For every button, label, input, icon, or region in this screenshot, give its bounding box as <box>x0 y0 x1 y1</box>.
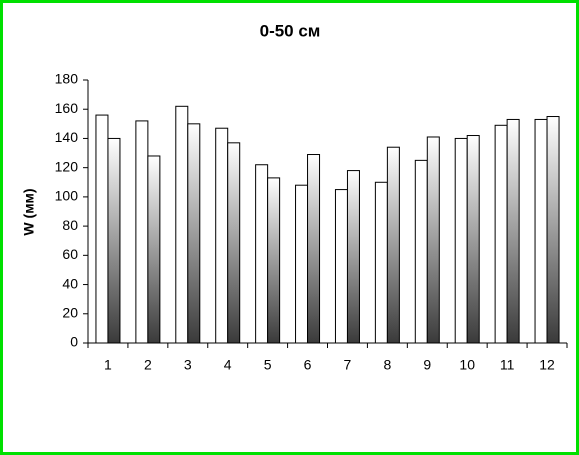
y-tick-label: 140 <box>55 129 79 145</box>
bar <box>346 170 360 344</box>
bar <box>374 181 388 344</box>
y-tick-label: 20 <box>62 304 78 320</box>
bar <box>506 118 520 344</box>
bar <box>414 159 428 344</box>
x-tick-label: 10 <box>459 357 475 373</box>
x-tick-label: 3 <box>184 357 192 373</box>
bar <box>95 114 109 344</box>
bar <box>135 120 149 344</box>
bar <box>494 124 508 344</box>
bar <box>386 146 400 344</box>
y-tick-label: 80 <box>62 217 78 233</box>
x-tick-label: 12 <box>539 357 555 373</box>
x-tick-label: 6 <box>304 357 312 373</box>
bar <box>546 116 560 344</box>
bar <box>147 155 161 344</box>
y-axis-label: W (мм) <box>21 188 37 235</box>
bar <box>215 127 229 344</box>
y-tick-label: 180 <box>55 71 79 87</box>
chart-title: 0-50 см <box>260 21 321 40</box>
y-tick-label: 60 <box>62 246 78 262</box>
y-tick-label: 40 <box>62 275 78 291</box>
bar <box>454 137 468 344</box>
y-tick-label: 120 <box>55 158 79 174</box>
bar <box>466 135 480 344</box>
bar <box>334 189 348 344</box>
bar <box>255 164 269 344</box>
bar <box>307 154 321 344</box>
bar <box>175 105 189 344</box>
x-tick-label: 2 <box>144 357 152 373</box>
x-tick-label: 1 <box>104 357 112 373</box>
y-tick-label: 160 <box>55 100 79 116</box>
x-tick-label: 5 <box>264 357 272 373</box>
bar <box>267 177 281 344</box>
y-tick-label: 0 <box>70 334 78 350</box>
bar <box>187 123 201 344</box>
bar <box>107 137 121 344</box>
bar <box>534 118 548 344</box>
x-tick-label: 8 <box>383 357 391 373</box>
x-tick-label: 4 <box>224 357 232 373</box>
x-tick-label: 7 <box>344 357 352 373</box>
bar <box>227 142 241 344</box>
x-tick-label: 11 <box>500 357 515 373</box>
y-tick-label: 100 <box>55 188 79 204</box>
bar <box>295 184 309 344</box>
x-tick-label: 9 <box>423 357 431 373</box>
bar <box>426 136 440 344</box>
